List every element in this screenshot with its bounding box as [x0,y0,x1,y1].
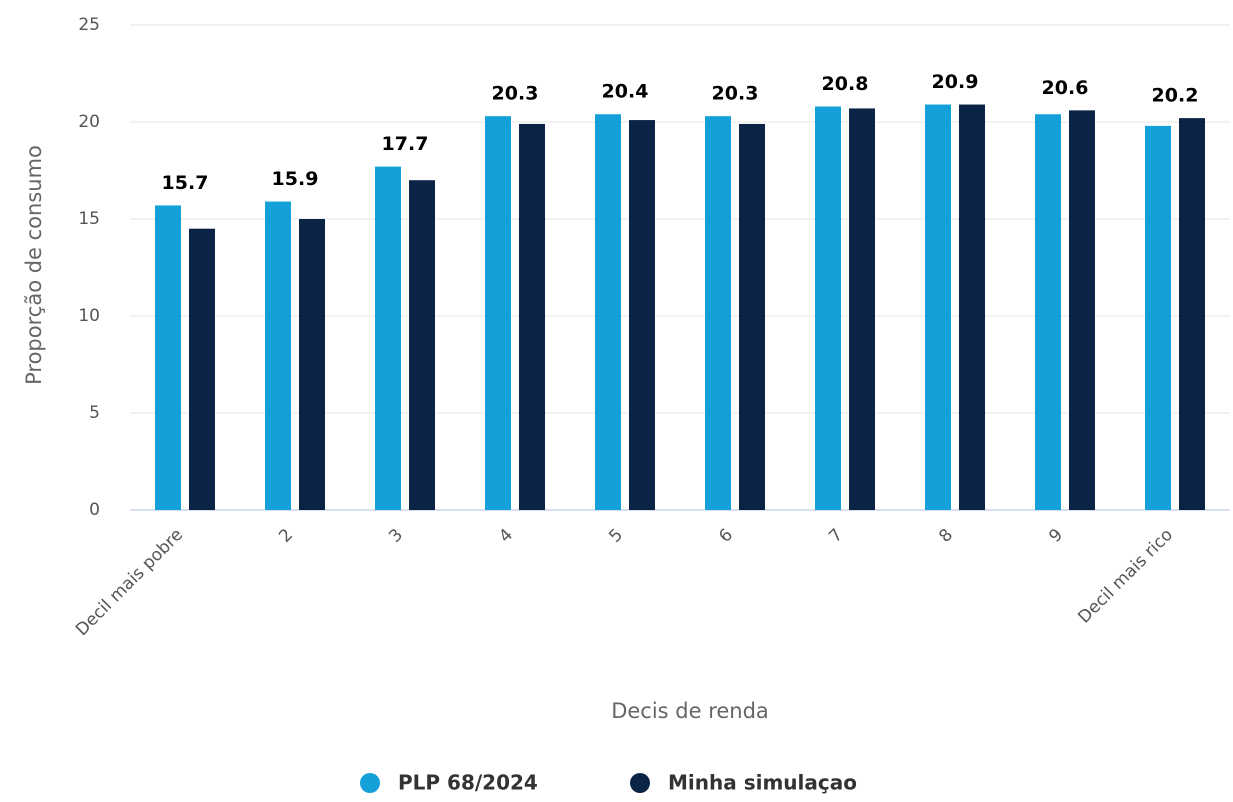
x-tick-label: Decil mais rico [1074,525,1177,628]
bar [1069,110,1095,511]
data-label: 20.3 [492,83,539,105]
x-axis-title: Decis de renda [611,699,769,723]
x-tick-label: 8 [935,525,957,547]
bar [375,166,401,510]
y-tick-label: 10 [78,306,100,326]
bar [1179,118,1205,511]
y-tick-label: 20 [78,112,100,132]
data-label: 20.6 [1042,77,1089,99]
x-tick-label: Decil mais pobre [72,525,187,640]
y-tick-label: 0 [89,500,100,520]
bar [409,180,435,510]
legend-label: PLP 68/2024 [398,771,538,795]
legend-label: Minha simulaçao [668,771,857,795]
x-tick-label: 3 [385,525,407,547]
bar [739,123,765,510]
bar [519,123,545,510]
data-label: 17.7 [382,133,429,155]
data-label: 15.7 [162,172,209,194]
bar [155,205,181,511]
data-label: 20.3 [712,83,759,105]
x-tick-label: 9 [1045,525,1067,547]
bar [849,108,875,511]
data-label: 20.4 [602,81,649,103]
y-tick-label: 15 [78,209,100,229]
bar [265,201,291,511]
data-label: 20.2 [1152,85,1199,107]
bar [925,104,951,510]
y-tick-label: 5 [89,403,100,423]
bar [189,228,215,510]
bar [485,116,511,511]
bar [595,114,621,511]
x-tick-label: 7 [825,525,847,547]
bar [1145,125,1171,510]
bar [705,116,731,511]
data-label: 15.9 [272,168,319,190]
data-label: 20.8 [822,73,869,95]
y-axis-title: Proporção de consumo [22,145,46,385]
x-tick-label: 4 [495,525,517,547]
x-tick-label: 2 [275,525,297,547]
bar [299,219,325,510]
x-tick-label: 6 [715,525,737,547]
legend-marker [630,773,650,793]
x-tick-label: 5 [605,525,627,547]
bar [959,104,985,510]
legend-marker [360,773,380,793]
y-tick-label: 25 [78,15,100,35]
bar [815,106,841,510]
bar [1035,114,1061,511]
bar [629,120,655,510]
data-label: 20.9 [932,71,979,93]
